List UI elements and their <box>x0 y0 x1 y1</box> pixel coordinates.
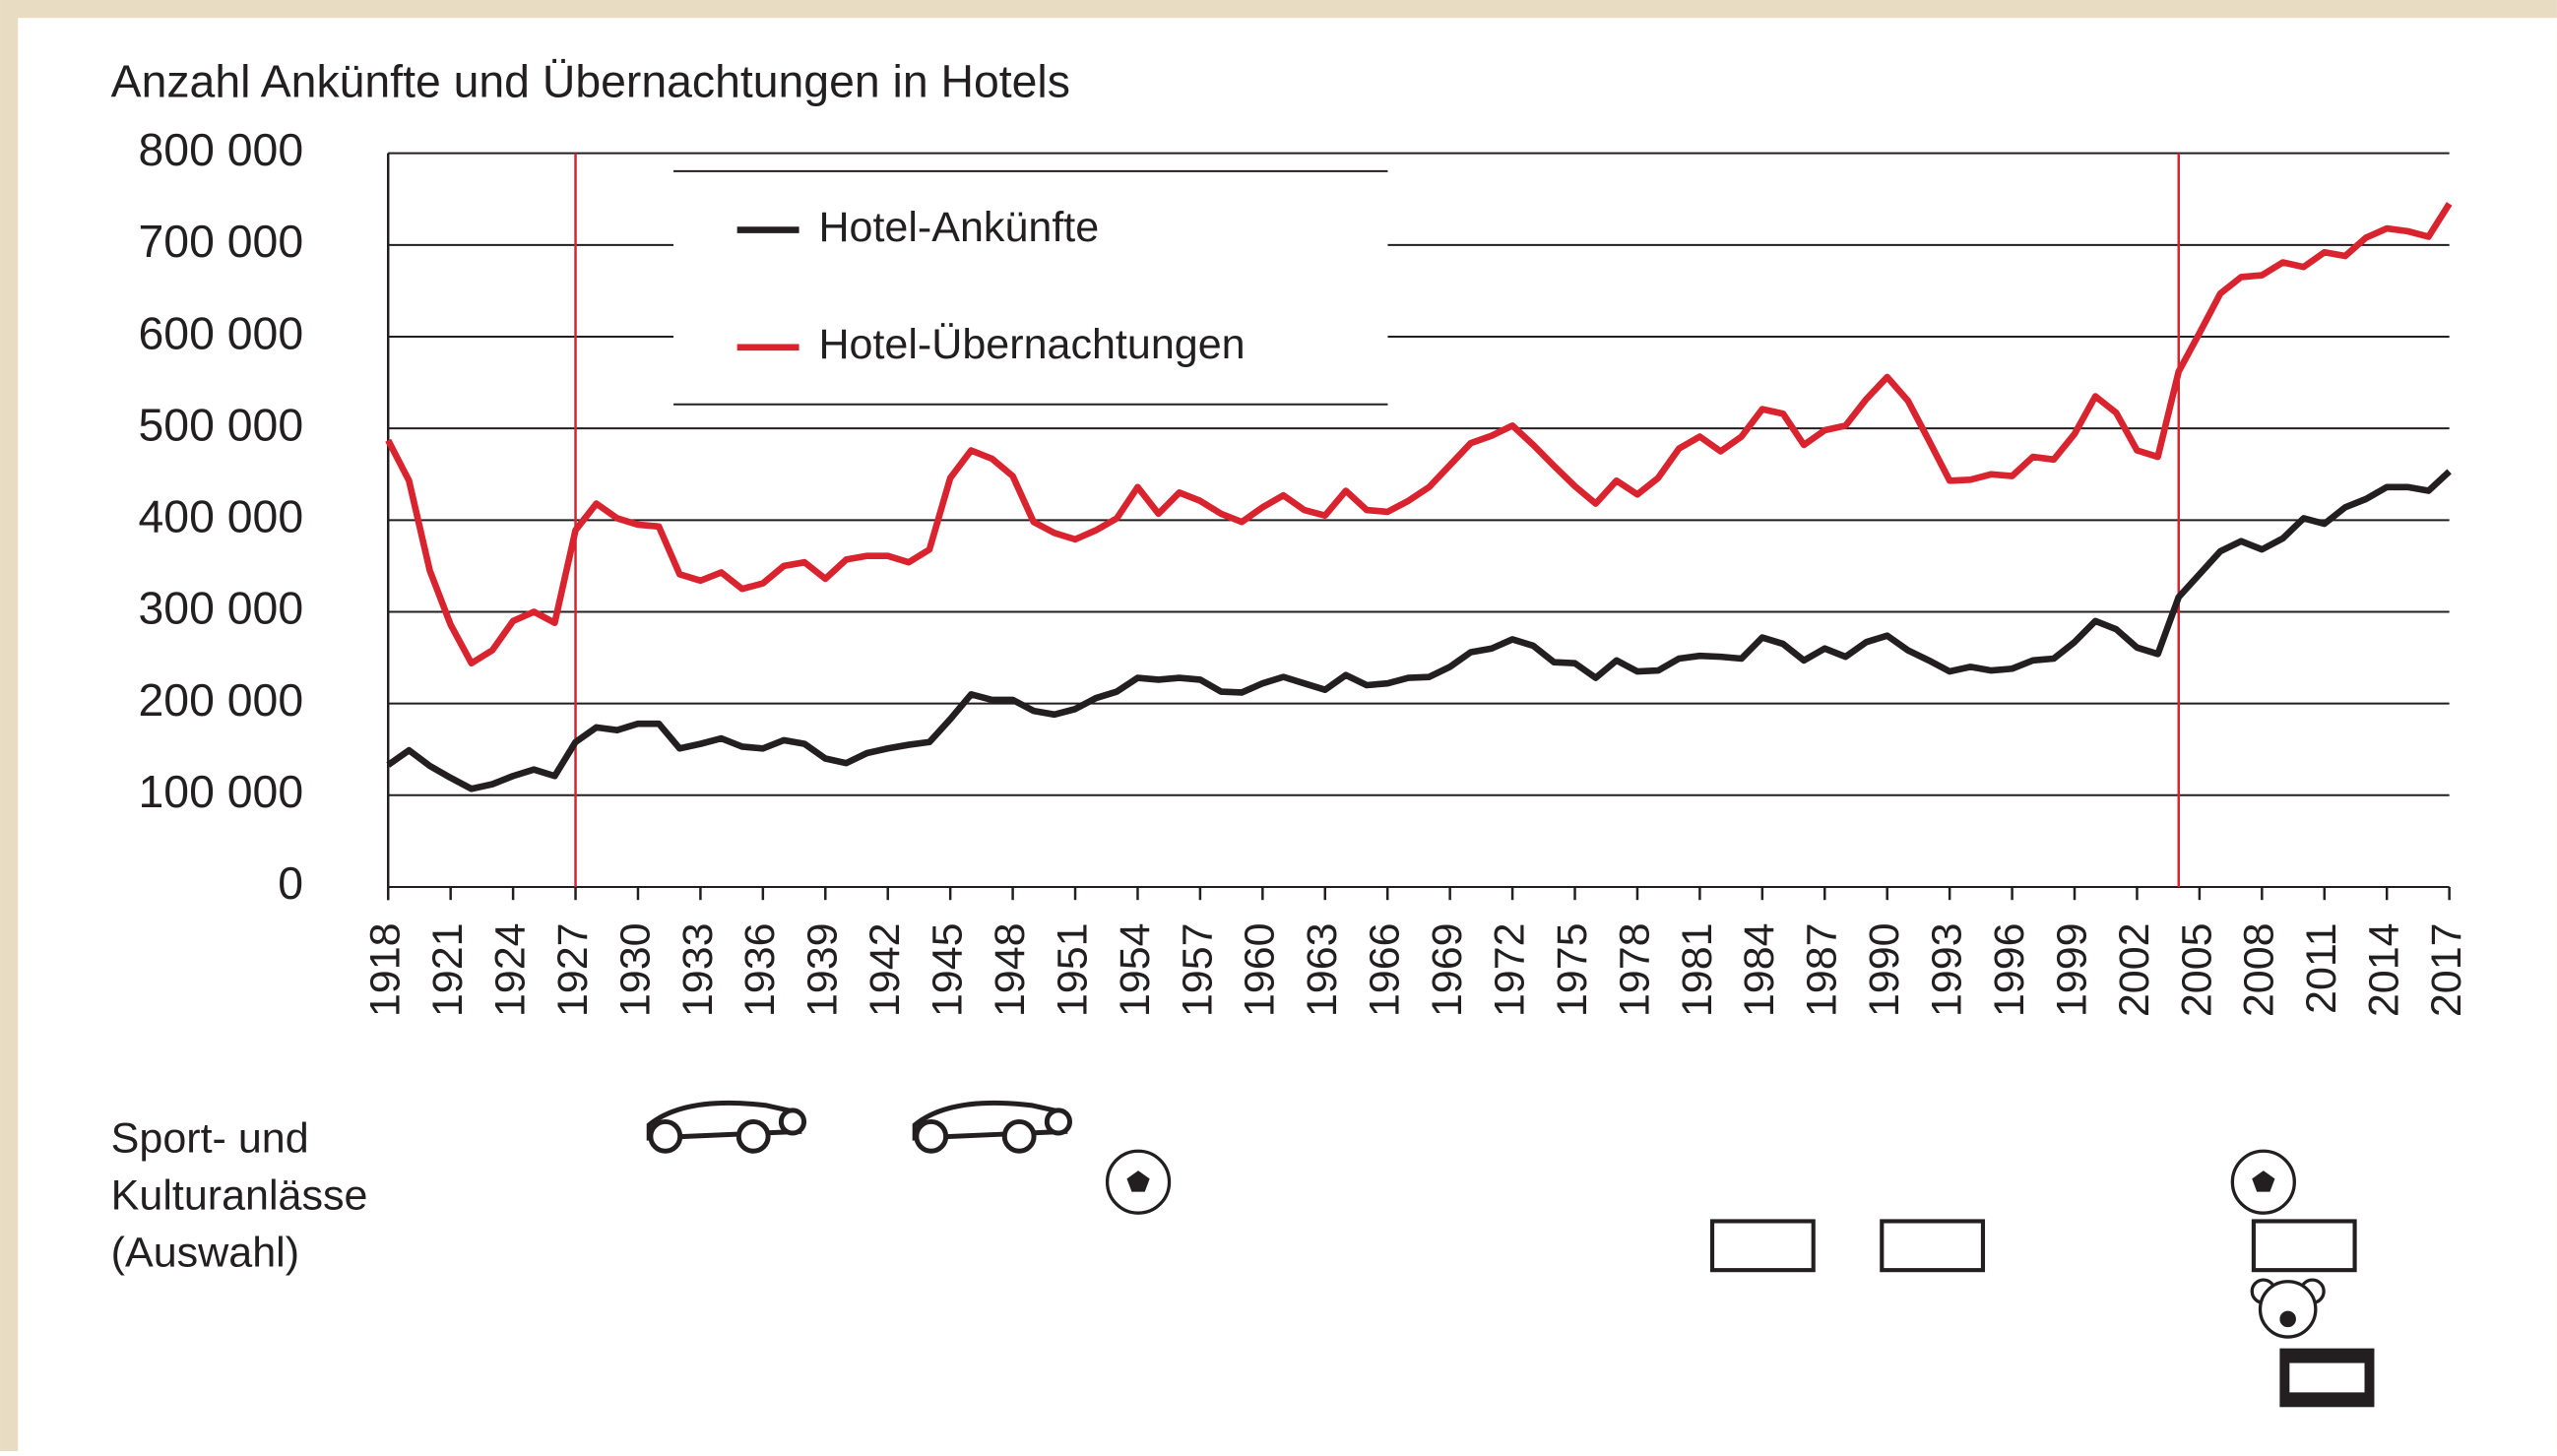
legend-label: Hotel-Übernachtungen <box>818 321 1245 368</box>
frame-icon <box>1712 1221 1814 1270</box>
x-tick-label: 1945 <box>925 922 972 1017</box>
x-tick-label: 2014 <box>2361 922 2408 1017</box>
y-tick-label: 700 000 <box>139 216 304 267</box>
frame-icon <box>1882 1221 1983 1270</box>
y-tick-label: 600 000 <box>139 307 304 358</box>
y-tick-label: 400 000 <box>139 491 304 542</box>
x-tick-label: 1978 <box>1611 922 1658 1017</box>
x-tick-label: 1936 <box>736 922 784 1017</box>
x-tick-label: 2011 <box>2298 922 2345 1014</box>
x-tick-label: 1930 <box>611 922 659 1017</box>
x-tick-label: 1954 <box>1112 922 1159 1017</box>
x-tick-label: 2002 <box>2111 922 2158 1017</box>
x-tick-label: 1948 <box>987 922 1034 1017</box>
y-tick-label: 0 <box>278 857 303 909</box>
x-tick-label: 1981 <box>1674 922 1721 1017</box>
x-tick-label: 2005 <box>2173 922 2220 1017</box>
x-tick-label: 1918 <box>362 922 410 1017</box>
x-tick-label: 2008 <box>2236 922 2283 1017</box>
x-tick-label: 1999 <box>2048 922 2095 1017</box>
x-tick-label: 1972 <box>1486 922 1533 1017</box>
page: Anzahl Ankünfte und Übernachtungen in Ho… <box>0 0 2557 1451</box>
x-tick-label: 1933 <box>674 922 722 1017</box>
x-tick-label: 1951 <box>1049 922 1096 1017</box>
x-tick-label: 1957 <box>1174 922 1221 1017</box>
x-tick-label: 1921 <box>424 922 472 1017</box>
x-tick-label: 1984 <box>1736 922 1783 1017</box>
soccer-ball-icon <box>2232 1151 2294 1213</box>
x-tick-label: 1927 <box>549 922 597 1017</box>
x-tick-label: 1990 <box>1861 922 1908 1017</box>
annotation: Sport- und <box>111 1115 309 1163</box>
x-tick-label: 1987 <box>1799 922 1846 1017</box>
y-tick-label: 800 000 <box>139 124 304 175</box>
x-tick-label: 1993 <box>1924 922 1971 1017</box>
x-tick-label: 1942 <box>862 922 909 1017</box>
x-tick-label: 1966 <box>1362 922 1409 1017</box>
y-tick-label: 100 000 <box>139 766 304 817</box>
x-tick-label: 1960 <box>1237 922 1284 1017</box>
y-tick-label: 300 000 <box>139 583 304 634</box>
y-tick-label: 200 000 <box>139 674 304 726</box>
film-icon <box>2279 1349 2374 1408</box>
annotation: (Auswahl) <box>111 1230 299 1277</box>
x-tick-label: 2017 <box>2423 922 2470 1017</box>
x-tick-label: 1975 <box>1549 922 1596 1017</box>
x-tick-label: 1963 <box>1299 922 1346 1017</box>
x-tick-label: 1996 <box>1986 922 2033 1017</box>
chart: Anzahl Ankünfte und Übernachtungen in Ho… <box>0 0 2557 1451</box>
x-tick-label: 1924 <box>486 922 534 1017</box>
x-tick-label: 1969 <box>1424 922 1471 1017</box>
soccer-ball-icon <box>1108 1151 1170 1213</box>
legend: Hotel-Ankünfte Hotel-Übernachtungen <box>673 171 1387 405</box>
y-tick-label: 500 000 <box>139 399 304 450</box>
x-tick-label: 1939 <box>799 922 847 1017</box>
legend-label: Hotel-Ankünfte <box>818 204 1099 251</box>
frame-icon <box>2254 1221 2355 1270</box>
chart-title: Anzahl Ankünfte und Übernachtungen in Ho… <box>111 55 1070 106</box>
annotation: Kulturanlässe <box>111 1172 368 1220</box>
